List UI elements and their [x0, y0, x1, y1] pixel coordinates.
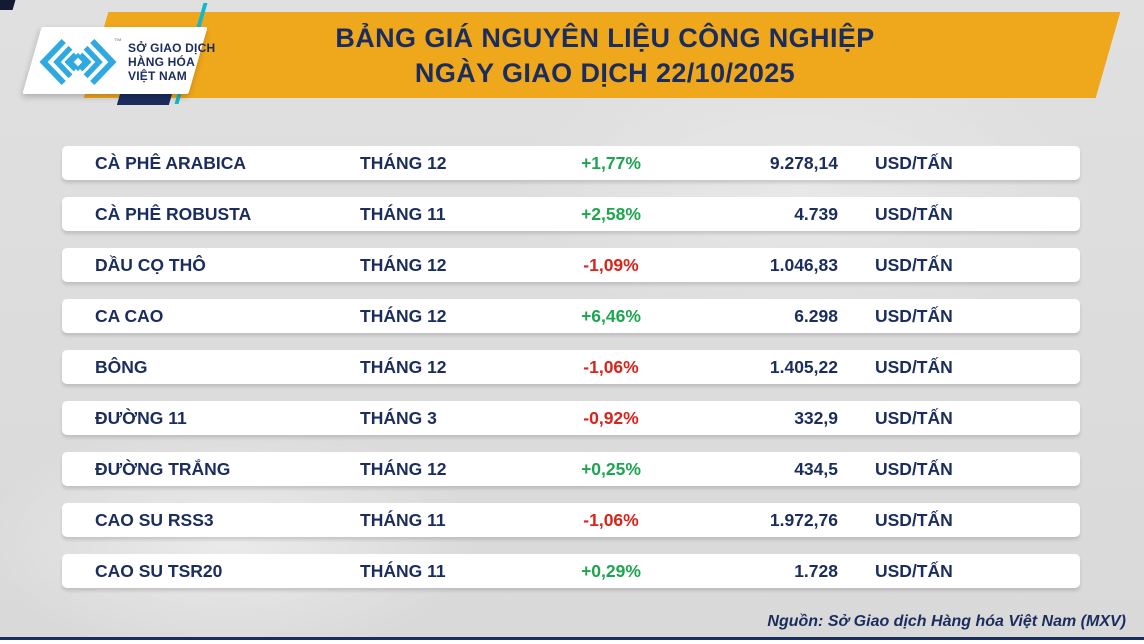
- unit-label: USD/TẤN: [875, 254, 953, 275]
- price-value: 1.728: [794, 560, 838, 581]
- table-row: CAO SU RSS3 THÁNG 11 -1,06% 1.972,76 USD…: [62, 503, 1080, 537]
- page-title-line2: NGÀY GIAO DỊCH 22/10/2025: [414, 58, 796, 88]
- percent-change: -1,09%: [583, 254, 639, 275]
- mxv-logo: ™ SỞ GIAO DỊCH HÀNG HÓA VIỆT NAM: [36, 33, 215, 91]
- price-value: 6.298: [794, 305, 838, 326]
- table-row: CÀ PHÊ ROBUSTA THÁNG 11 +2,58% 4.739 USD…: [62, 197, 1080, 231]
- mxv-chevron-icon: [39, 38, 117, 86]
- price-value: 1.405,22: [769, 356, 838, 377]
- percent-change: +1,77%: [581, 152, 641, 173]
- commodity-name: CAO SU RSS3: [95, 509, 214, 530]
- contract-month: THÁNG 11: [360, 509, 446, 530]
- unit-label: USD/TẤN: [875, 152, 953, 173]
- page-title: BẢNG GIÁ NGUYÊN LIỆU CÔNG NGHIỆP NGÀY GI…: [105, 21, 1105, 91]
- commodity-name: CÀ PHÊ ARABICA: [95, 152, 247, 173]
- percent-change: +0,29%: [581, 560, 641, 581]
- unit-label: USD/TẤN: [875, 509, 953, 530]
- commodity-name: CAO SU TSR20: [95, 560, 223, 581]
- commodity-name: DẦU CỌ THÔ: [95, 254, 206, 275]
- price-value: 4.739: [794, 203, 838, 224]
- contract-month: THÁNG 12: [360, 305, 447, 326]
- percent-change: +2,58%: [581, 203, 641, 224]
- source-note: Nguồn: Sở Giao dịch Hàng hóa Việt Nam (M…: [767, 613, 1126, 630]
- price-value: 434,5: [794, 458, 838, 479]
- commodity-name: ĐƯỜNG 11: [95, 407, 187, 428]
- percent-change: +6,46%: [581, 305, 641, 326]
- price-value: 1.972,76: [769, 509, 838, 530]
- table-row: CÀ PHÊ ARABICA THÁNG 12 +1,77% 9.278,14 …: [62, 146, 1080, 180]
- contract-month: THÁNG 12: [360, 152, 447, 173]
- contract-month: THÁNG 3: [360, 407, 437, 428]
- trademark-symbol: ™: [114, 37, 122, 46]
- contract-month: THÁNG 11: [360, 560, 446, 581]
- logo-org-line1: SỞ GIAO DỊCH: [128, 41, 216, 55]
- commodity-name: ĐƯỜNG TRẮNG: [95, 458, 231, 479]
- percent-change: -1,06%: [583, 509, 639, 530]
- percent-change: -1,06%: [583, 356, 639, 377]
- unit-label: USD/TẤN: [875, 305, 953, 326]
- contract-month: THÁNG 11: [360, 203, 446, 224]
- contract-month: THÁNG 12: [360, 458, 447, 479]
- commodity-name: CÀ PHÊ ROBUSTA: [95, 203, 252, 224]
- logo-org-line3: VIỆT NAM: [128, 69, 187, 83]
- table-row: ĐƯỜNG 11 THÁNG 3 -0,92% 332,9 USD/TẤN: [62, 401, 1080, 435]
- logo-org-line2: HÀNG HÓA: [128, 55, 195, 69]
- table-row: CAO SU TSR20 THÁNG 11 +0,29% 1.728 USD/T…: [62, 554, 1080, 588]
- unit-label: USD/TẤN: [875, 407, 953, 428]
- table-row: ĐƯỜNG TRẮNG THÁNG 12 +0,25% 434,5 USD/TẤ…: [62, 452, 1080, 486]
- table-row: DẦU CỌ THÔ THÁNG 12 -1,09% 1.046,83 USD/…: [62, 248, 1080, 282]
- contract-month: THÁNG 12: [360, 254, 447, 275]
- unit-label: USD/TẤN: [875, 203, 953, 224]
- bottom-navy-bar: [0, 637, 1144, 640]
- unit-label: USD/TẤN: [875, 560, 953, 581]
- table-row: BÔNG THÁNG 12 -1,06% 1.405,22 USD/TẤN: [62, 350, 1080, 384]
- contract-month: THÁNG 12: [360, 356, 447, 377]
- unit-label: USD/TẤN: [875, 458, 953, 479]
- price-table: CÀ PHÊ ARABICA THÁNG 12 +1,77% 9.278,14 …: [62, 146, 1080, 605]
- table-row: CA CAO THÁNG 12 +6,46% 6.298 USD/TẤN: [62, 299, 1080, 333]
- percent-change: -0,92%: [583, 407, 639, 428]
- unit-label: USD/TẤN: [875, 356, 953, 377]
- price-value: 9.278,14: [769, 152, 838, 173]
- price-value: 332,9: [794, 407, 838, 428]
- commodity-name: CA CAO: [95, 305, 164, 326]
- page-title-line1: BẢNG GIÁ NGUYÊN LIỆU CÔNG NGHIỆP: [335, 23, 875, 53]
- price-value: 1.046,83: [769, 254, 838, 275]
- logo-org-name: SỞ GIAO DỊCH HÀNG HÓA VIỆT NAM: [128, 41, 215, 83]
- commodity-name: BÔNG: [95, 356, 148, 377]
- percent-change: +0,25%: [581, 458, 641, 479]
